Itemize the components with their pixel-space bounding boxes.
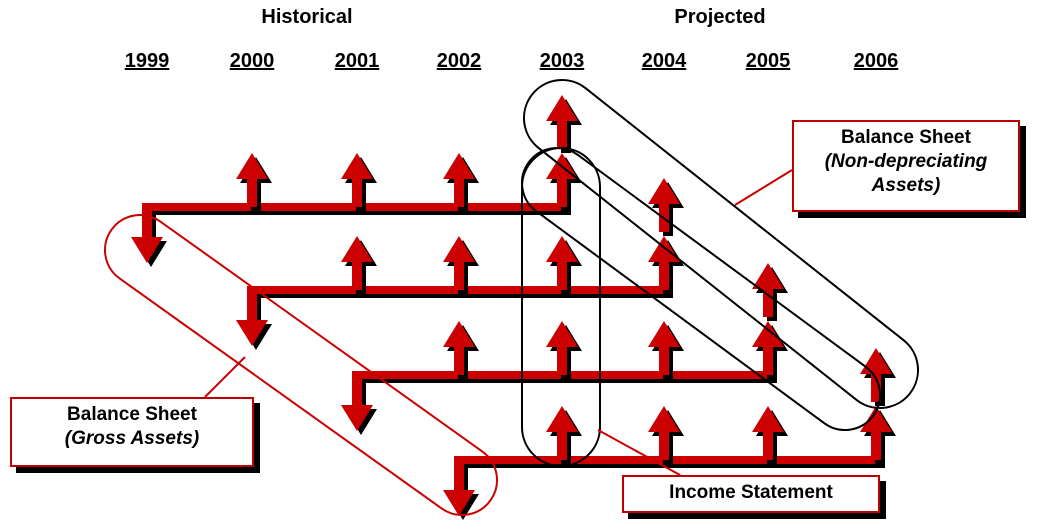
- arrow: [648, 236, 680, 290]
- arrow: [860, 406, 892, 460]
- arrow: [236, 153, 268, 207]
- arrow: [648, 321, 680, 375]
- arrow: [752, 263, 784, 317]
- header-historical: Historical: [261, 6, 353, 28]
- year-label: 2002: [436, 50, 482, 72]
- callout-connector: [204, 356, 246, 398]
- year-label: 1999: [124, 50, 170, 72]
- year-label: 2003: [539, 50, 585, 72]
- header-projected: Projected: [674, 6, 766, 28]
- year-label: 2006: [853, 50, 899, 72]
- arrow: [443, 321, 475, 375]
- year-label: 2000: [229, 50, 275, 72]
- arrow: [131, 207, 163, 263]
- grouping-outline: [104, 214, 499, 517]
- grouping-outline: [521, 147, 601, 467]
- year-label: 2004: [641, 50, 687, 72]
- arrow: [860, 348, 892, 402]
- arrow: [648, 178, 680, 232]
- callout: Balance Sheet (Non-depreciating Assets): [792, 120, 1020, 212]
- arrow: [546, 321, 578, 375]
- year-label: 2005: [745, 50, 791, 72]
- callout-subtitle: (Non-depreciating Assets): [824, 151, 988, 196]
- arrow: [648, 406, 680, 460]
- arrow: [341, 236, 373, 290]
- arrow: [443, 236, 475, 290]
- callout: Income Statement: [622, 475, 880, 513]
- arrow: [546, 236, 578, 290]
- arrow: [752, 321, 784, 375]
- arrow: [236, 290, 268, 346]
- arrow: [443, 153, 475, 207]
- arrow: [341, 375, 373, 431]
- callout: Balance Sheet (Gross Assets): [10, 397, 254, 467]
- callout-title: Income Statement: [669, 482, 833, 503]
- callout-title: Balance Sheet: [841, 127, 971, 148]
- year-label: 2001: [334, 50, 380, 72]
- grouping-outline: [522, 78, 920, 410]
- arrow: [546, 95, 578, 149]
- arrow: [546, 406, 578, 460]
- callout-connector: [597, 429, 681, 476]
- arrow: [546, 153, 578, 207]
- callout-title: Balance Sheet: [67, 404, 197, 425]
- arrow: [341, 153, 373, 207]
- grouping-outline: [520, 147, 882, 431]
- callout-subtitle: (Gross Assets): [64, 428, 200, 449]
- arrow: [752, 406, 784, 460]
- arrow: [443, 460, 475, 516]
- callout-connector: [734, 169, 793, 206]
